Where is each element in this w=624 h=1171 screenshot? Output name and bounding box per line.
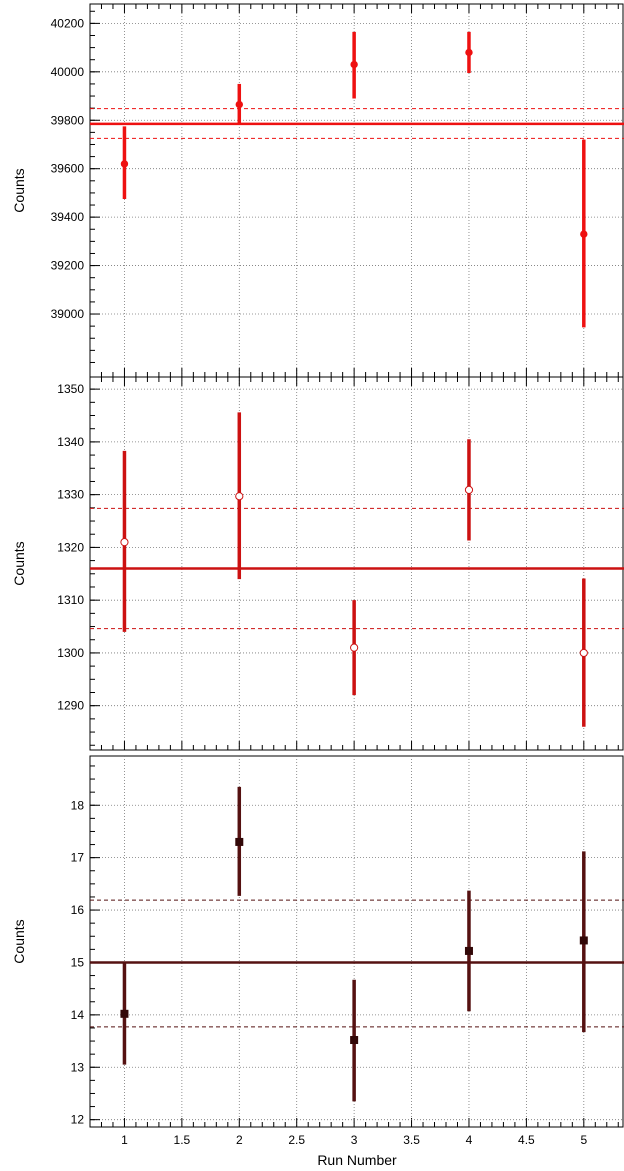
plot-frame bbox=[89, 755, 624, 1128]
data-point bbox=[235, 492, 244, 501]
x-tick-label: 2.5 bbox=[288, 1133, 305, 1147]
y-tick-label: 14 bbox=[71, 1008, 85, 1022]
y-axis-title: Counts bbox=[11, 541, 27, 585]
data-point bbox=[120, 160, 129, 168]
data-point bbox=[120, 1009, 129, 1018]
x-tick-label: 1.5 bbox=[174, 1133, 191, 1147]
y-tick-label: 40200 bbox=[51, 16, 85, 30]
y-tick-label: 18 bbox=[71, 798, 85, 812]
x-tick-label: 3.5 bbox=[403, 1133, 420, 1147]
y-tick-label: 1320 bbox=[57, 540, 84, 554]
data-point bbox=[464, 485, 474, 495]
chart-panel-2: 1290 1300 1310 1320 1330 1340 1350 Counts bbox=[11, 376, 624, 751]
plot-frame bbox=[89, 3, 624, 378]
x-tick-label: 5 bbox=[580, 1133, 587, 1147]
data-point bbox=[235, 837, 244, 846]
chart-panel-1: 39000 39200 39400 39600 39800 40000 40200 Count… bbox=[11, 3, 624, 378]
x-tick-label: 3 bbox=[351, 1133, 358, 1147]
y-tick-label: 1340 bbox=[57, 435, 84, 449]
y-tick-label: 39400 bbox=[51, 210, 85, 224]
y-tick-label: 40000 bbox=[51, 65, 85, 79]
y-tick-label: 17 bbox=[71, 851, 85, 865]
y-tick-label: 15 bbox=[71, 955, 85, 969]
data-point bbox=[350, 643, 359, 652]
x-tick-label: 4 bbox=[466, 1133, 473, 1147]
data-point bbox=[465, 48, 473, 57]
y-axis-title: Counts bbox=[11, 919, 27, 963]
y-tick-label: 1310 bbox=[57, 593, 84, 607]
y-tick-label: 1300 bbox=[57, 646, 84, 660]
data-point bbox=[350, 60, 358, 69]
plot-frame bbox=[89, 376, 624, 751]
y-tick-label: 12 bbox=[71, 1113, 85, 1127]
x-tick-label: 2 bbox=[236, 1133, 243, 1147]
data-point bbox=[120, 538, 129, 547]
data-point bbox=[464, 946, 473, 955]
y-tick-label: 13 bbox=[71, 1060, 85, 1074]
y-tick-label: 16 bbox=[71, 903, 85, 917]
x-tick-label: 4.5 bbox=[518, 1133, 535, 1147]
y-tick-label: 1350 bbox=[57, 382, 84, 396]
data-point bbox=[350, 1036, 359, 1045]
y-tick-label: 39600 bbox=[51, 162, 85, 176]
y-tick-label: 39000 bbox=[51, 307, 85, 321]
data-point bbox=[580, 230, 588, 238]
y-tick-label: 39800 bbox=[51, 113, 85, 127]
y-tick-label: 1330 bbox=[57, 488, 84, 502]
data-point bbox=[235, 100, 243, 109]
y-axis-title: Counts bbox=[11, 168, 27, 212]
y-tick-label: 1290 bbox=[57, 699, 84, 713]
y-tick-label: 39200 bbox=[51, 259, 85, 273]
x-axis-title: Run Number bbox=[317, 1152, 397, 1168]
data-point bbox=[579, 936, 588, 945]
x-tick-label: 1 bbox=[121, 1133, 128, 1147]
data-point bbox=[579, 648, 588, 658]
chart-panel-3: 12 13 14 15 16 17 18 1 1.5 2 2.5 3 3.5 4 4.5 5 Counts Run… bbox=[11, 755, 624, 1168]
